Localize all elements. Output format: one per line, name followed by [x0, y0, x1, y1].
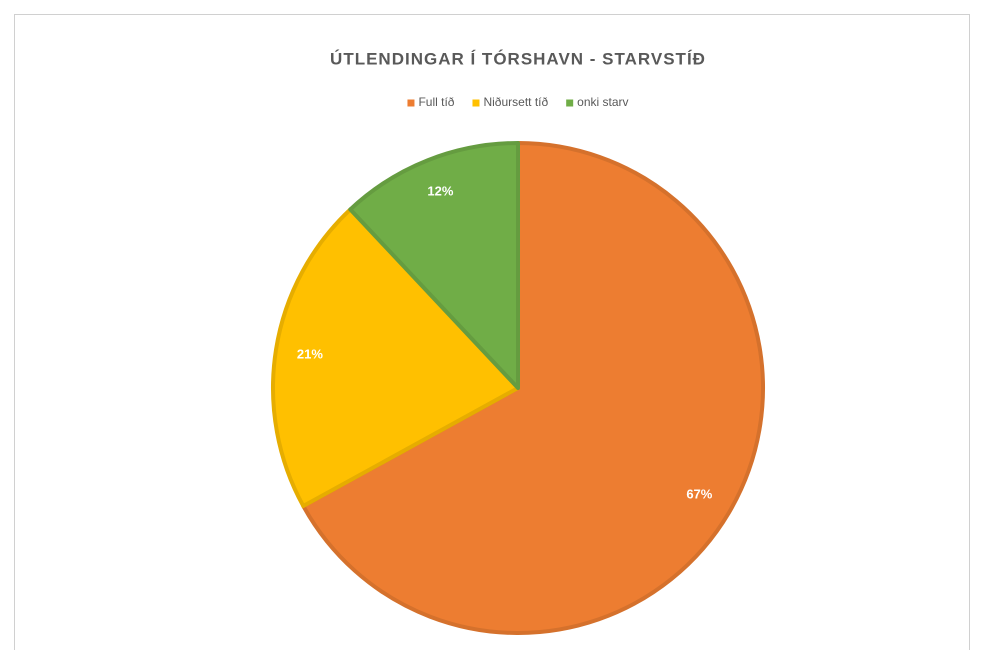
data-label: 67% [686, 487, 712, 502]
legend-swatch [566, 99, 574, 107]
data-label: 21% [297, 346, 323, 361]
pie [271, 141, 765, 635]
chart-title: ÚTLENDINGAR Í TÓRSHAVN - STARVSTÍÐ [330, 49, 706, 68]
chart-frame [14, 14, 970, 650]
legend: Full tíð Niðursett tíð onki starv [407, 95, 629, 109]
legend-label: onki starv [577, 95, 628, 109]
pie-slice [348, 141, 520, 390]
pie-slice [301, 141, 765, 635]
legend-swatch [472, 99, 480, 107]
data-labels: 67% 21% 12% [297, 184, 713, 502]
pie-slice [271, 207, 520, 509]
data-label: 12% [427, 184, 453, 199]
legend-label: Niðursett tíð [483, 95, 548, 109]
legend-swatch [407, 99, 415, 107]
legend-label: Full tíð [418, 95, 454, 109]
